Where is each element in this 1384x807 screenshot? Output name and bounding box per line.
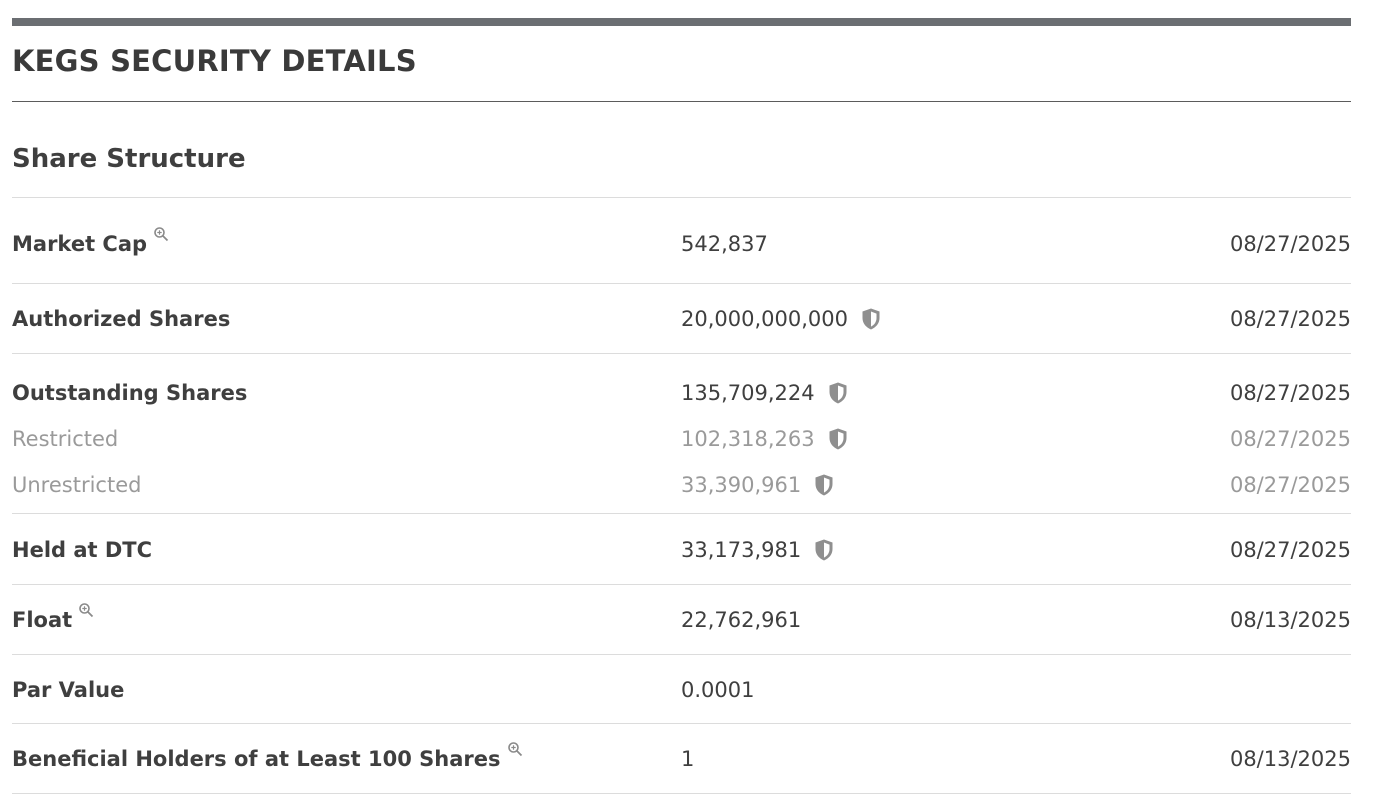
page-title: KEGS SECURITY DETAILS — [12, 44, 417, 78]
authorized-shares-label: Authorized Shares — [12, 307, 231, 331]
beneficial-holders-group: Beneficial Holders of at Least 100 Share… — [12, 724, 1351, 794]
restricted-shares-row: Restricted 102,318,263 08/27/2025 — [12, 416, 1351, 462]
par-value-row: Par Value 0.0001 — [12, 667, 1351, 713]
shield-icon[interactable] — [827, 427, 849, 451]
float-row: Float 22,762,961 08/13/2025 — [12, 597, 1351, 643]
par-value-value: 0.0001 — [681, 678, 755, 702]
held-at-dtc-row: Held at DTC 33,173,981 08/27/2025 — [12, 527, 1351, 573]
title-divider — [12, 101, 1351, 102]
market-cap-value: 542,837 — [681, 232, 768, 256]
outstanding-shares-row: Outstanding Shares 135,709,224 08/27/202… — [12, 370, 1351, 416]
top-divider-bar — [12, 18, 1351, 26]
shield-icon[interactable] — [827, 381, 849, 405]
held-at-dtc-group: Held at DTC 33,173,981 08/27/2025 — [12, 514, 1351, 585]
outstanding-shares-group: Outstanding Shares 135,709,224 08/27/202… — [12, 354, 1351, 514]
float-label: Float — [12, 603, 94, 632]
authorized-shares-group: Authorized Shares 20,000,000,000 08/27/2… — [12, 284, 1351, 354]
float-date: 08/13/2025 — [1229, 608, 1351, 632]
held-at-dtc-date: 08/27/2025 — [1229, 538, 1351, 562]
market-cap-label-text: Market Cap — [12, 232, 148, 256]
held-at-dtc-value-cell: 33,173,981 — [681, 538, 835, 562]
beneficial-holders-value: 1 — [681, 747, 695, 771]
restricted-shares-value-cell: 102,318,263 — [681, 427, 849, 451]
shield-icon[interactable] — [860, 307, 882, 331]
authorized-shares-value-cell: 20,000,000,000 — [681, 307, 882, 331]
outstanding-shares-value: 135,709,224 — [681, 381, 815, 405]
outstanding-shares-label: Outstanding Shares — [12, 381, 248, 405]
beneficial-holders-date: 08/13/2025 — [1229, 747, 1351, 771]
section-title: Share Structure — [12, 144, 246, 174]
zoom-in-icon[interactable] — [153, 226, 169, 242]
unrestricted-shares-value: 33,390,961 — [681, 473, 802, 497]
market-cap-label: Market Cap — [12, 227, 169, 256]
beneficial-holders-row: Beneficial Holders of at Least 100 Share… — [12, 736, 1351, 782]
authorized-shares-row: Authorized Shares 20,000,000,000 08/27/2… — [12, 296, 1351, 342]
unrestricted-shares-row: Unrestricted 33,390,961 08/27/2025 — [12, 462, 1351, 508]
zoom-in-icon[interactable] — [507, 741, 523, 757]
unrestricted-shares-label: Unrestricted — [12, 473, 142, 497]
float-label-text: Float — [12, 608, 73, 632]
beneficial-holders-label-text: Beneficial Holders of at Least 100 Share… — [12, 747, 501, 771]
authorized-shares-date: 08/27/2025 — [1229, 307, 1351, 331]
par-value-label: Par Value — [12, 678, 125, 702]
par-value-group: Par Value 0.0001 — [12, 655, 1351, 724]
zoom-in-icon[interactable] — [78, 602, 94, 618]
restricted-shares-date: 08/27/2025 — [1229, 427, 1351, 451]
shield-icon[interactable] — [813, 473, 835, 497]
market-cap-group: Market Cap 542,837 08/27/2025 — [12, 198, 1351, 284]
market-cap-row: Market Cap 542,837 08/27/2025 — [12, 221, 1351, 267]
unrestricted-shares-date: 08/27/2025 — [1229, 473, 1351, 497]
outstanding-shares-value-cell: 135,709,224 — [681, 381, 849, 405]
restricted-shares-value: 102,318,263 — [681, 427, 815, 451]
share-structure-table: Market Cap 542,837 08/27/2025 Authorized… — [12, 198, 1351, 794]
restricted-shares-label: Restricted — [12, 427, 119, 451]
held-at-dtc-label: Held at DTC — [12, 538, 153, 562]
float-group: Float 22,762,961 08/13/2025 — [12, 585, 1351, 655]
float-value: 22,762,961 — [681, 608, 802, 632]
unrestricted-shares-value-cell: 33,390,961 — [681, 473, 835, 497]
authorized-shares-value: 20,000,000,000 — [681, 307, 848, 331]
shield-icon[interactable] — [813, 538, 835, 562]
market-cap-date: 08/27/2025 — [1229, 232, 1351, 256]
section-divider — [12, 197, 1351, 198]
outstanding-shares-date: 08/27/2025 — [1229, 381, 1351, 405]
beneficial-holders-label: Beneficial Holders of at Least 100 Share… — [12, 742, 523, 771]
held-at-dtc-value: 33,173,981 — [681, 538, 802, 562]
